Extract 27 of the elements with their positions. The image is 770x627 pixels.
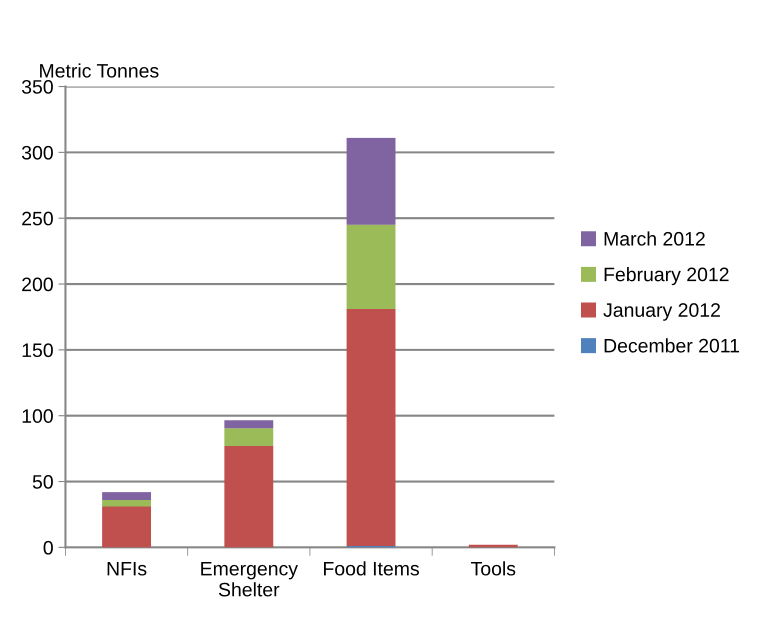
y-tick-label: 150: [22, 343, 53, 358]
y-tick-label: 0: [44, 540, 53, 555]
y-tick-label: 50: [32, 475, 53, 489]
bar: [468, 544, 518, 548]
x-tick-label: Tools: [471, 561, 516, 576]
bar: [102, 500, 152, 507]
bar: [346, 309, 396, 546]
y-tick-label: 350: [22, 80, 53, 94]
x-tick-label: Food Items: [324, 561, 419, 576]
bar: [102, 492, 152, 500]
bar: [224, 446, 274, 548]
y-tick-label: 100: [22, 409, 53, 423]
y-tick-label: 200: [22, 278, 53, 292]
bar: [224, 428, 274, 446]
legend-label: February 2012: [604, 267, 729, 286]
bar: [224, 420, 274, 428]
legend-label: December 2011: [604, 338, 740, 353]
bar: [346, 138, 396, 225]
legend-label: January 2012: [603, 303, 720, 321]
bar: [102, 506, 152, 548]
y-axis-title: Metric Tonnes: [40, 63, 158, 78]
legend-label: March 2012: [604, 231, 705, 246]
y-tick-label: 250: [22, 212, 53, 226]
x-tick-label: Emergency Shelter: [201, 562, 298, 596]
bar: [346, 224, 396, 310]
x-tick-label: NFIs: [108, 562, 146, 576]
y-tick-label: 300: [22, 146, 53, 160]
